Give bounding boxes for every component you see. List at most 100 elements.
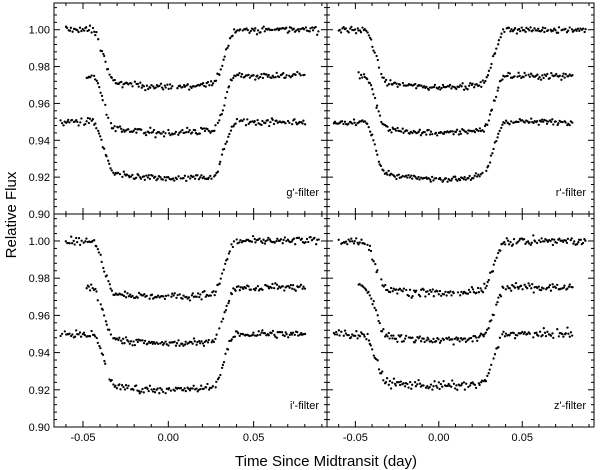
data-point <box>546 72 549 76</box>
data-point <box>432 385 435 388</box>
data-point <box>196 292 200 295</box>
data-point <box>165 343 168 346</box>
data-point <box>338 28 341 32</box>
data-point <box>232 76 235 80</box>
data-point <box>199 293 202 296</box>
data-point <box>562 335 565 338</box>
data-point <box>181 85 184 89</box>
data-point <box>200 340 203 343</box>
data-point <box>292 237 296 240</box>
data-point <box>422 384 425 387</box>
data-point <box>551 243 555 247</box>
data-point <box>220 366 224 370</box>
data-point <box>347 31 350 34</box>
data-point <box>271 74 274 77</box>
data-point <box>362 333 366 336</box>
data-point <box>476 286 480 290</box>
data-point <box>114 129 117 133</box>
data-point <box>556 328 559 331</box>
data-point <box>207 176 210 179</box>
data-point <box>533 286 536 289</box>
data-point <box>247 122 250 126</box>
data-point <box>564 27 567 31</box>
data-point <box>68 242 71 245</box>
data-point <box>553 238 556 241</box>
data-point <box>97 129 100 133</box>
data-point <box>155 341 158 344</box>
data-point <box>411 383 414 386</box>
data-point <box>206 382 209 386</box>
data-point <box>207 388 211 391</box>
data-point <box>270 331 273 335</box>
data-point <box>337 329 341 332</box>
data-point <box>114 384 117 387</box>
data-point <box>464 178 467 181</box>
data-point <box>442 293 446 296</box>
data-point <box>309 27 312 30</box>
data-point <box>172 294 175 297</box>
data-point <box>506 285 509 288</box>
data-point <box>376 314 379 317</box>
data-point <box>103 147 106 150</box>
data-point <box>205 339 208 342</box>
data-point <box>105 323 108 326</box>
data-point <box>491 152 494 155</box>
data-point <box>494 95 498 99</box>
data-point <box>542 76 545 80</box>
data-point <box>358 282 361 286</box>
data-point <box>475 291 478 294</box>
data-point <box>264 121 267 125</box>
data-point <box>144 131 147 134</box>
data-point <box>571 74 574 77</box>
data-point <box>374 357 378 361</box>
data-point <box>447 382 450 386</box>
data-point <box>271 28 274 32</box>
data-point <box>375 104 379 107</box>
data-point <box>462 381 466 384</box>
data-point <box>480 289 483 292</box>
data-point <box>410 387 413 390</box>
data-point <box>501 78 504 81</box>
data-point <box>118 172 122 176</box>
data-point <box>500 126 503 130</box>
data-point <box>254 241 257 244</box>
data-point <box>519 29 522 33</box>
data-point <box>123 388 127 391</box>
data-point <box>499 295 503 298</box>
data-point <box>495 47 498 50</box>
data-point <box>68 332 71 335</box>
data-point <box>517 71 520 74</box>
data-point <box>440 86 443 90</box>
data-point <box>198 132 201 135</box>
data-point <box>568 335 571 338</box>
data-point <box>251 234 255 238</box>
data-point <box>335 330 338 334</box>
data-point <box>487 278 490 282</box>
data-point <box>452 291 455 295</box>
data-point <box>354 334 357 338</box>
data-point <box>480 85 483 89</box>
data-point <box>571 334 574 337</box>
data-point <box>415 87 418 90</box>
data-point <box>218 119 221 122</box>
data-point <box>317 238 320 241</box>
data-point <box>218 73 221 76</box>
data-point <box>99 303 102 306</box>
data-point <box>115 337 119 340</box>
data-point <box>497 43 500 46</box>
data-point <box>571 286 574 289</box>
data-point <box>502 330 505 333</box>
y-tick-label: 0.98 <box>29 62 50 74</box>
y-tick-label: 1.00 <box>29 25 50 37</box>
data-point <box>164 391 167 395</box>
data-point <box>449 130 453 133</box>
data-point <box>113 173 116 176</box>
data-point <box>418 128 421 131</box>
data-point <box>189 177 192 180</box>
data-point <box>386 84 389 87</box>
data-point <box>482 130 486 133</box>
data-point <box>133 343 137 347</box>
data-point <box>126 292 129 295</box>
data-point <box>359 73 363 77</box>
data-point <box>138 392 141 395</box>
